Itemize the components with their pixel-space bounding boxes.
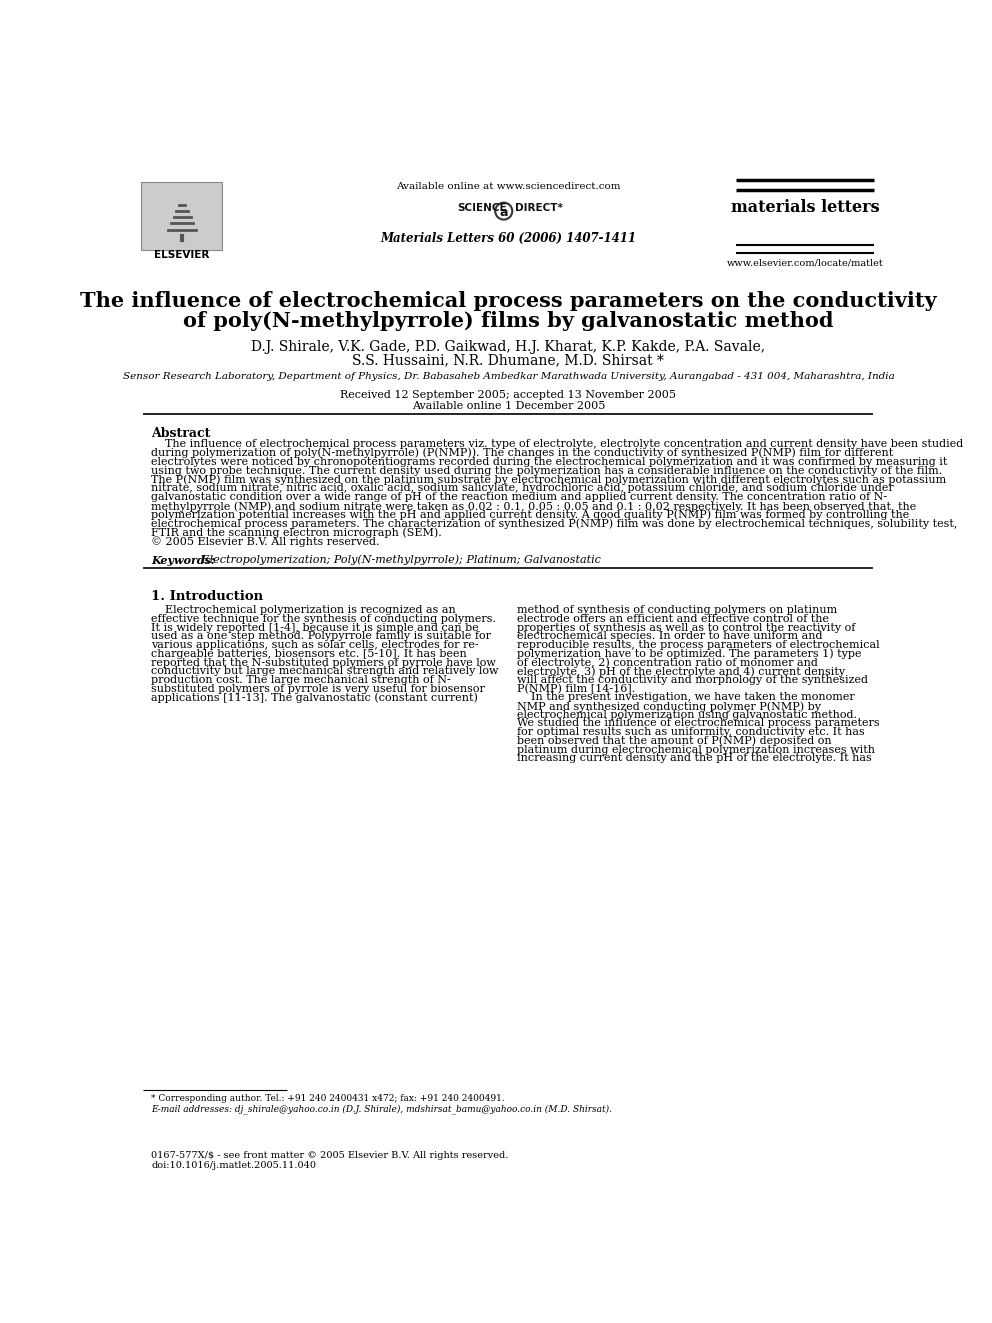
Text: P(NMP) film [14-16].: P(NMP) film [14-16].	[517, 684, 635, 695]
Text: Received 12 September 2005; accepted 13 November 2005: Received 12 September 2005; accepted 13 …	[340, 390, 677, 400]
Text: Materials Letters 60 (2006) 1407-1411: Materials Letters 60 (2006) 1407-1411	[380, 232, 637, 245]
Text: reproducible results, the process parameters of electrochemical: reproducible results, the process parame…	[517, 640, 880, 650]
FancyBboxPatch shape	[141, 181, 222, 250]
Text: of poly(N-methylpyrrole) films by galvanostatic method: of poly(N-methylpyrrole) films by galvan…	[184, 311, 833, 331]
Text: applications [11-13]. The galvanostatic (constant current): applications [11-13]. The galvanostatic …	[151, 692, 478, 703]
Text: electrochemical polymerization using galvanostatic method.: electrochemical polymerization using gal…	[517, 709, 857, 720]
Text: We studied the influence of electrochemical process parameters: We studied the influence of electrochemi…	[517, 718, 880, 729]
Text: © 2005 Elsevier B.V. All rights reserved.: © 2005 Elsevier B.V. All rights reserved…	[151, 536, 380, 548]
Text: galvanostatic condition over a wide range of pH of the reaction medium and appli: galvanostatic condition over a wide rang…	[151, 492, 887, 503]
Text: It is widely reported [1-4], because it is simple and can be: It is widely reported [1-4], because it …	[151, 623, 479, 632]
Text: production cost. The large mechanical strength of N-: production cost. The large mechanical st…	[151, 675, 451, 685]
Text: electrolyte, 3) pH of the electrolyte and 4) current density: electrolyte, 3) pH of the electrolyte an…	[517, 667, 845, 677]
Text: using two probe technique. The current density used during the polymerization ha: using two probe technique. The current d…	[151, 466, 942, 475]
Text: E-mail addresses: dj_shirale@yahoo.co.in (D.J. Shirale), mdshirsat_bamu@yahoo.co: E-mail addresses: dj_shirale@yahoo.co.in…	[151, 1105, 612, 1114]
Text: of electrolyte, 2) concentration ratio of monomer and: of electrolyte, 2) concentration ratio o…	[517, 658, 817, 668]
Text: reported that the N-substituted polymers of pyrrole have low: reported that the N-substituted polymers…	[151, 658, 496, 668]
Text: The influence of electrochemical process parameters on the conductivity: The influence of electrochemical process…	[80, 291, 936, 311]
Text: for optimal results such as uniformity, conductivity etc. It has: for optimal results such as uniformity, …	[517, 728, 865, 737]
Text: methylpyrrole (NMP) and sodium nitrate were taken as 0.02 : 0.1, 0.05 : 0.05 and: methylpyrrole (NMP) and sodium nitrate w…	[151, 501, 917, 512]
Text: used as a one step method. Polypyrrole family is suitable for: used as a one step method. Polypyrrole f…	[151, 631, 491, 642]
Text: method of synthesis of conducting polymers on platinum: method of synthesis of conducting polyme…	[517, 606, 837, 615]
Text: The P(NMP) film was synthesized on the platinum substrate by electrochemical pol: The P(NMP) film was synthesized on the p…	[151, 475, 946, 486]
Text: materials letters: materials letters	[731, 198, 880, 216]
Text: electrochemical process parameters. The characterization of synthesized P(NMP) f: electrochemical process parameters. The …	[151, 519, 957, 529]
Text: Electrochemical polymerization is recognized as an: Electrochemical polymerization is recogn…	[151, 606, 456, 615]
Text: various applications, such as solar cells, electrodes for re-: various applications, such as solar cell…	[151, 640, 479, 650]
Text: during polymerization of poly(N-methylpyrrole) (P(NMP)). The changes in the cond: during polymerization of poly(N-methylpy…	[151, 448, 894, 459]
Text: SCIENCE: SCIENCE	[457, 204, 507, 213]
Text: The influence of electrochemical process parameters viz. type of electrolyte, el: The influence of electrochemical process…	[151, 439, 963, 448]
Text: 1. Introduction: 1. Introduction	[151, 590, 263, 603]
Text: DIRECT*: DIRECT*	[515, 204, 562, 213]
Text: nitrate, sodium nitrate, nitric acid, oxalic acid, sodium salicylate, hydrochlor: nitrate, sodium nitrate, nitric acid, ox…	[151, 483, 894, 493]
Text: polymerization have to be optimized. The parameters 1) type: polymerization have to be optimized. The…	[517, 648, 861, 659]
Text: electrochemical species. In order to have uniform and: electrochemical species. In order to hav…	[517, 631, 822, 642]
Text: Keywords:: Keywords:	[151, 554, 215, 565]
Text: 0167-577X/$ - see front matter © 2005 Elsevier B.V. All rights reserved.: 0167-577X/$ - see front matter © 2005 El…	[151, 1151, 509, 1159]
Text: increasing current density and the pH of the electrolyte. It has: increasing current density and the pH of…	[517, 753, 872, 763]
Text: Available online at www.sciencedirect.com: Available online at www.sciencedirect.co…	[396, 181, 621, 191]
Text: substituted polymers of pyrrole is very useful for biosensor: substituted polymers of pyrrole is very …	[151, 684, 485, 693]
Text: www.elsevier.com/locate/matlet: www.elsevier.com/locate/matlet	[727, 259, 884, 267]
Text: effective technique for the synthesis of conducting polymers.: effective technique for the synthesis of…	[151, 614, 496, 624]
Text: a: a	[500, 206, 508, 220]
Text: electrolytes were noticed by chronopotentiograms recorded during the electrochem: electrolytes were noticed by chronopoten…	[151, 456, 947, 467]
Text: polymerization potential increases with the pH and applied current density. A go: polymerization potential increases with …	[151, 509, 910, 520]
Text: NMP and synthesized conducting polymer P(NMP) by: NMP and synthesized conducting polymer P…	[517, 701, 821, 712]
Text: D.J. Shirale, V.K. Gade, P.D. Gaikwad, H.J. Kharat, K.P. Kakde, P.A. Savale,: D.J. Shirale, V.K. Gade, P.D. Gaikwad, H…	[251, 340, 766, 353]
Text: platinum during electrochemical polymerization increases with: platinum during electrochemical polymeri…	[517, 745, 875, 754]
Text: In the present investigation, we have taken the monomer: In the present investigation, we have ta…	[517, 692, 855, 703]
Text: Available online 1 December 2005: Available online 1 December 2005	[412, 401, 605, 410]
Text: properties of synthesis as well as to control the reactivity of: properties of synthesis as well as to co…	[517, 623, 855, 632]
Text: FTIR and the scanning electron micrograph (SEM).: FTIR and the scanning electron micrograp…	[151, 528, 441, 538]
Text: conductivity but large mechanical strength and relatively low: conductivity but large mechanical streng…	[151, 667, 499, 676]
Text: chargeable batteries, biosensors etc. [5-10]. It has been: chargeable batteries, biosensors etc. [5…	[151, 648, 467, 659]
Text: Abstract: Abstract	[151, 427, 210, 439]
Text: * Corresponding author. Tel.: +91 240 2400431 x472; fax: +91 240 2400491.: * Corresponding author. Tel.: +91 240 24…	[151, 1094, 505, 1103]
Text: Sensor Research Laboratory, Department of Physics, Dr. Babasaheb Ambedkar Marath: Sensor Research Laboratory, Department o…	[123, 372, 894, 381]
Text: ELSEVIER: ELSEVIER	[155, 250, 210, 259]
Text: will affect the conductivity and morphology of the synthesized: will affect the conductivity and morphol…	[517, 675, 868, 685]
Text: electrode offers an efficient and effective control of the: electrode offers an efficient and effect…	[517, 614, 829, 624]
Text: been observed that the amount of P(NMP) deposited on: been observed that the amount of P(NMP) …	[517, 736, 831, 746]
Text: S.S. Hussaini, N.R. Dhumane, M.D. Shirsat *: S.S. Hussaini, N.R. Dhumane, M.D. Shirsa…	[352, 353, 665, 366]
Text: Electropolymerization; Poly(N-methylpyrrole); Platinum; Galvanostatic: Electropolymerization; Poly(N-methylpyrr…	[198, 554, 601, 565]
Text: doi:10.1016/j.matlet.2005.11.040: doi:10.1016/j.matlet.2005.11.040	[151, 1160, 316, 1170]
